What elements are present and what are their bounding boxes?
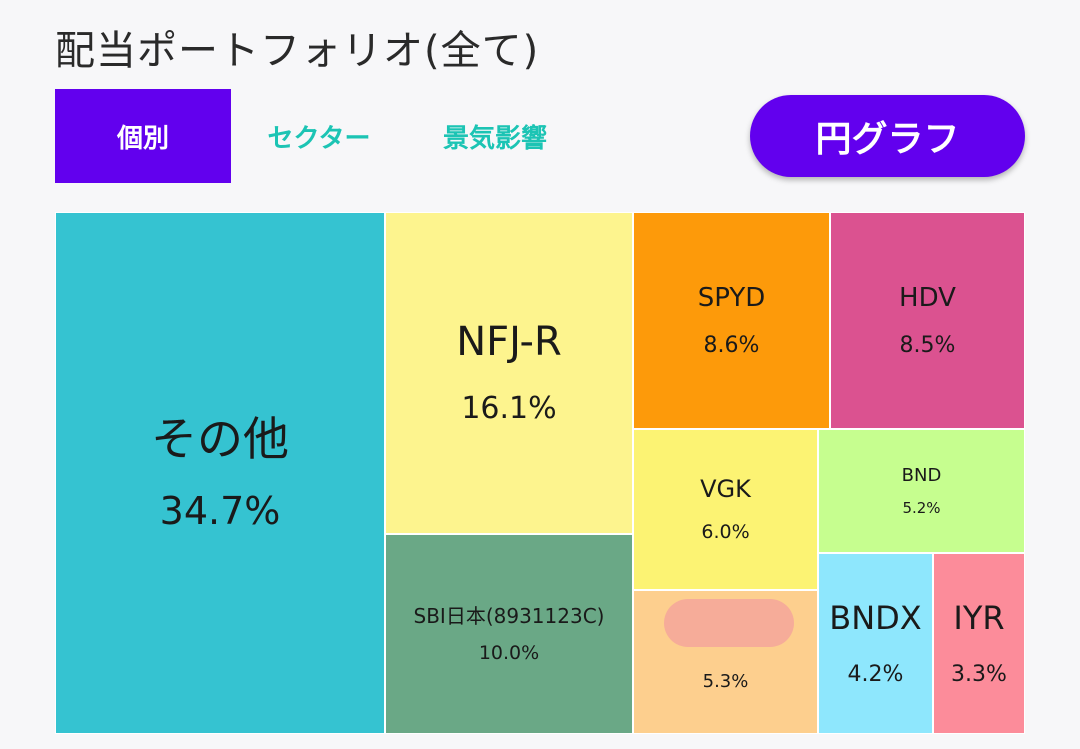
pie-chart-button[interactable]: 円グラフ xyxy=(750,95,1025,177)
tab-economic-impact[interactable]: 景気影響 xyxy=(442,123,547,154)
treemap-tile[interactable]: IYR 3.3% xyxy=(933,553,1025,734)
tile-label: SBI日本(8931123C) xyxy=(413,603,605,628)
tile-label: VGK xyxy=(700,475,751,503)
treemap-tile[interactable]: HDV 8.5% xyxy=(830,212,1025,429)
tile-value: 8.5% xyxy=(899,332,956,358)
tab-individual[interactable]: 個別 xyxy=(55,89,231,183)
tile-value: 3.3% xyxy=(951,661,1007,687)
treemap-tile[interactable]: NFJ-R 16.1% xyxy=(385,212,633,534)
tile-value: 16.1% xyxy=(461,391,557,426)
tile-label: IYR xyxy=(953,598,1005,637)
tile-label: HDV xyxy=(899,282,956,313)
tile-label: SPYD xyxy=(697,282,766,313)
tile-label: BND xyxy=(901,464,942,486)
treemap-tile[interactable]: VGK 6.0% xyxy=(633,429,818,590)
treemap-tile[interactable]: BND 5.2% xyxy=(818,429,1025,553)
treemap-tile[interactable]: BNDX 4.2% xyxy=(818,553,933,734)
treemap-tile[interactable]: SPYD 8.6% xyxy=(633,212,830,429)
redacted-label xyxy=(664,599,794,647)
tile-value: 10.0% xyxy=(478,641,540,664)
page-title: 配当ポートフォリオ(全て) xyxy=(55,28,540,74)
tile-value: 5.3% xyxy=(702,671,749,692)
tile-value: 6.0% xyxy=(701,521,750,543)
tile-value: 5.2% xyxy=(902,498,941,517)
tile-value: 8.6% xyxy=(703,332,760,358)
treemap-tile[interactable]: 5.3% xyxy=(633,590,818,734)
treemap-chart: その他 34.7% NFJ-R 16.1% SBI日本(8931123C) 10.0% SP… xyxy=(55,212,1025,734)
tile-value: 34.7% xyxy=(159,489,281,533)
treemap-tile[interactable]: SBI日本(8931123C) 10.0% xyxy=(385,534,633,734)
tile-label: NFJ-R xyxy=(456,319,562,365)
tab-sector[interactable]: セクター xyxy=(267,123,371,154)
tile-label: BNDX xyxy=(829,598,922,637)
tile-value: 4.2% xyxy=(847,661,904,687)
tile-label: その他 xyxy=(151,412,289,466)
treemap-tile[interactable]: その他 34.7% xyxy=(55,212,385,734)
